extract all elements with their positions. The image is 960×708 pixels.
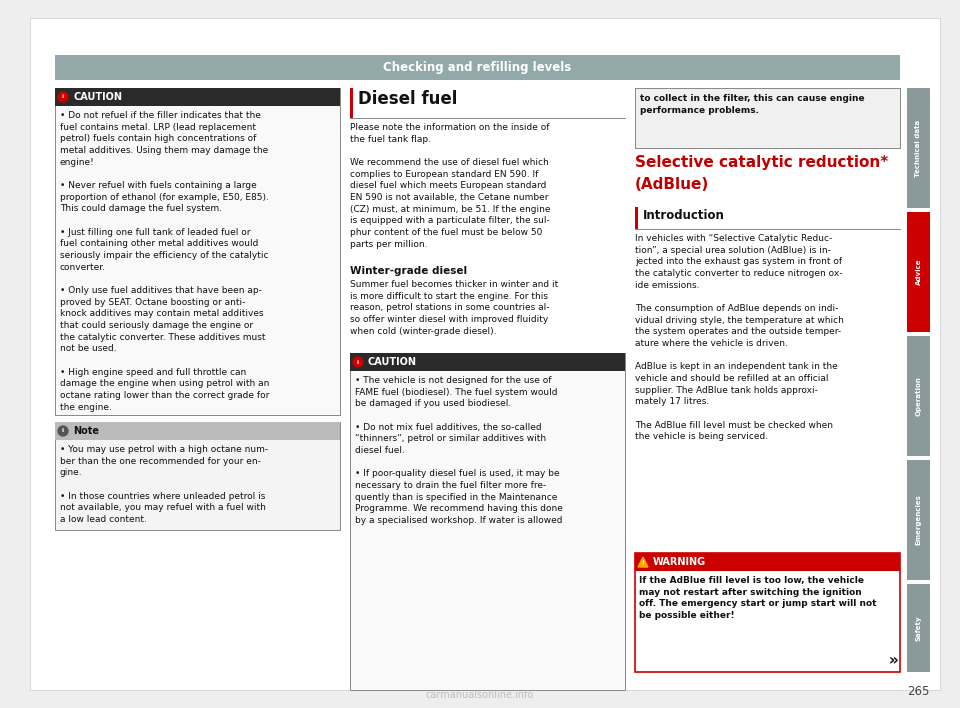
Text: Checking and refilling levels: Checking and refilling levels: [383, 61, 571, 74]
Bar: [350, 353, 625, 690]
Text: 265: 265: [907, 685, 930, 698]
Text: In vehicles with “Selective Catalytic Reduc-
tion”, a special urea solution (AdB: In vehicles with “Selective Catalytic Re…: [635, 234, 844, 441]
Bar: [350, 88, 353, 118]
Bar: [635, 207, 638, 229]
Text: • Do not refuel if the filler indicates that the
fuel contains metal. LRP (lead : • Do not refuel if the filler indicates …: [60, 111, 270, 411]
Bar: [907, 584, 930, 672]
Bar: [635, 553, 900, 672]
Bar: [55, 422, 340, 440]
Text: to collect in the filter, this can cause engine
performance problems.: to collect in the filter, this can cause…: [640, 94, 865, 115]
Bar: [55, 422, 340, 530]
Text: Selective catalytic reduction*: Selective catalytic reduction*: [635, 155, 888, 170]
Polygon shape: [638, 557, 648, 567]
Text: WARNING: WARNING: [653, 557, 707, 567]
Bar: [55, 88, 340, 415]
Text: Technical data: Technical data: [916, 120, 922, 176]
Text: Operation: Operation: [916, 376, 922, 416]
Text: Please note the information on the inside of
the fuel tank flap.

We recommend t: Please note the information on the insid…: [350, 123, 550, 249]
Bar: [350, 353, 625, 371]
Bar: [635, 88, 900, 148]
Bar: [907, 460, 930, 580]
Bar: [907, 212, 930, 332]
Text: • The vehicle is not designed for the use of
FAME fuel (biodiesel). The fuel sys: • The vehicle is not designed for the us…: [355, 376, 563, 525]
Text: !: !: [641, 559, 644, 564]
Text: Summer fuel becomes thicker in winter and it
is more difficult to start the engi: Summer fuel becomes thicker in winter an…: [350, 280, 559, 336]
Bar: [55, 88, 340, 106]
Circle shape: [58, 92, 68, 102]
Text: Advice: Advice: [916, 258, 922, 285]
Text: Safety: Safety: [916, 615, 922, 641]
Text: i: i: [357, 360, 359, 365]
Text: »: »: [888, 653, 898, 668]
Text: CAUTION: CAUTION: [73, 92, 122, 102]
Text: • You may use petrol with a high octane num-
ber than the one recommended for yo: • You may use petrol with a high octane …: [60, 445, 268, 524]
Bar: [635, 553, 900, 571]
Text: i: i: [62, 94, 64, 100]
Text: If the AdBlue fill level is too low, the vehicle
may not restart after switching: If the AdBlue fill level is too low, the…: [639, 576, 876, 620]
Circle shape: [353, 357, 363, 367]
Text: Introduction: Introduction: [643, 209, 725, 222]
Text: carmanualsonline.info: carmanualsonline.info: [426, 690, 534, 700]
Bar: [907, 88, 930, 208]
Circle shape: [58, 426, 68, 436]
Text: CAUTION: CAUTION: [368, 357, 417, 367]
Bar: [55, 55, 900, 80]
Text: Note: Note: [73, 426, 99, 436]
Text: i: i: [62, 428, 64, 433]
Text: Winter-grade diesel: Winter-grade diesel: [350, 266, 468, 276]
Text: Emergencies: Emergencies: [916, 495, 922, 545]
Bar: [907, 336, 930, 456]
Text: Diesel fuel: Diesel fuel: [358, 90, 457, 108]
Text: (AdBlue): (AdBlue): [635, 177, 709, 192]
